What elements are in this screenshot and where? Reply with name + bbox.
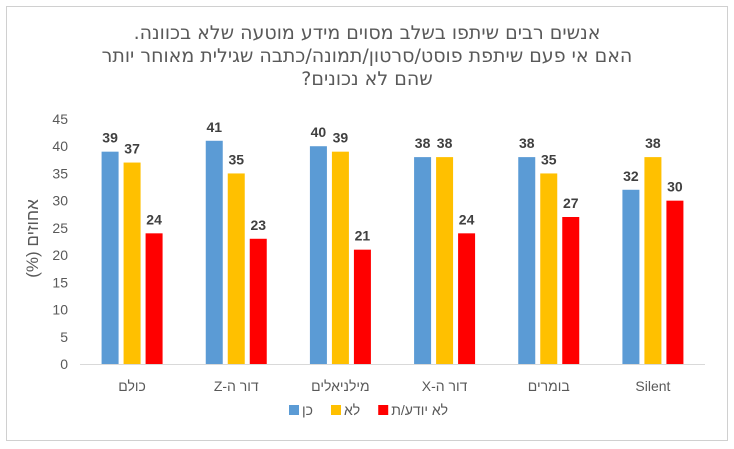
data-label: 23 bbox=[250, 217, 266, 233]
x-category-label: כולם bbox=[118, 378, 146, 394]
bar bbox=[227, 173, 245, 364]
y-tick-label: 15 bbox=[52, 274, 68, 290]
data-label: 40 bbox=[311, 124, 327, 140]
bar bbox=[414, 157, 432, 364]
bar bbox=[353, 249, 371, 364]
bar bbox=[205, 140, 223, 364]
chart-title-line-3: שהם לא נכונים? bbox=[301, 68, 433, 90]
y-tick-label: 20 bbox=[52, 247, 68, 263]
y-tick-label: 25 bbox=[52, 220, 68, 236]
y-axis-label: אחוזים (%) bbox=[23, 199, 42, 278]
data-label: 21 bbox=[355, 228, 371, 244]
bar bbox=[436, 157, 454, 364]
data-label: 38 bbox=[519, 135, 535, 151]
data-label: 24 bbox=[146, 211, 162, 227]
y-tick-label: 30 bbox=[52, 193, 68, 209]
legend-swatch bbox=[289, 405, 299, 415]
data-label: 24 bbox=[459, 211, 475, 227]
bar bbox=[331, 151, 349, 364]
data-label: 41 bbox=[206, 119, 222, 135]
bar bbox=[309, 146, 327, 364]
x-category-label: בומרים bbox=[528, 378, 570, 394]
y-tick-label: 0 bbox=[60, 356, 68, 372]
data-label: 30 bbox=[667, 179, 683, 195]
legend-label: כן bbox=[302, 402, 313, 418]
y-tick-label: 45 bbox=[52, 111, 68, 127]
data-label: 35 bbox=[228, 151, 244, 167]
data-label: 32 bbox=[623, 168, 639, 184]
bar bbox=[622, 189, 640, 364]
y-tick-label: 40 bbox=[52, 138, 68, 154]
bar bbox=[518, 157, 536, 364]
data-label: 38 bbox=[437, 135, 453, 151]
y-tick-label: 35 bbox=[52, 165, 68, 181]
legend-label: לא יודע/ת bbox=[391, 402, 448, 418]
y-tick-label: 10 bbox=[52, 302, 68, 318]
data-label: 39 bbox=[102, 130, 118, 146]
data-label: 37 bbox=[124, 141, 140, 157]
data-label: 27 bbox=[563, 195, 579, 211]
x-category-label: דור ה-Z bbox=[214, 378, 259, 394]
bar bbox=[458, 233, 476, 364]
x-category-label: Silent bbox=[635, 378, 670, 394]
x-category-label: מילניאלים bbox=[311, 378, 370, 394]
bar bbox=[101, 151, 119, 364]
bar bbox=[123, 162, 141, 364]
y-tick-label: 5 bbox=[60, 329, 68, 345]
chart-title: אנשים רבים שיתפו בשלב מסוים מידע מוטעה ש… bbox=[0, 22, 734, 91]
chart-title-line-2: האם אי פעם שיתפת פוסט/סרטון/תמונה/כתבה ש… bbox=[101, 45, 633, 67]
bar bbox=[666, 200, 684, 364]
chart-title-line-1: אנשים רבים שיתפו בשלב מסוים מידע מוטעה ש… bbox=[133, 22, 601, 44]
bar bbox=[540, 173, 558, 364]
legend-swatch bbox=[378, 405, 389, 415]
bar bbox=[644, 157, 662, 364]
bar bbox=[145, 233, 163, 364]
legend-label: לא bbox=[344, 402, 360, 418]
data-label: 35 bbox=[541, 151, 557, 167]
x-category-label: דור ה-X bbox=[422, 378, 468, 394]
bar bbox=[562, 217, 580, 364]
legend-swatch bbox=[331, 405, 341, 415]
data-label: 38 bbox=[645, 135, 661, 151]
data-label: 39 bbox=[333, 130, 349, 146]
data-label: 38 bbox=[415, 135, 431, 151]
bar bbox=[249, 238, 267, 364]
